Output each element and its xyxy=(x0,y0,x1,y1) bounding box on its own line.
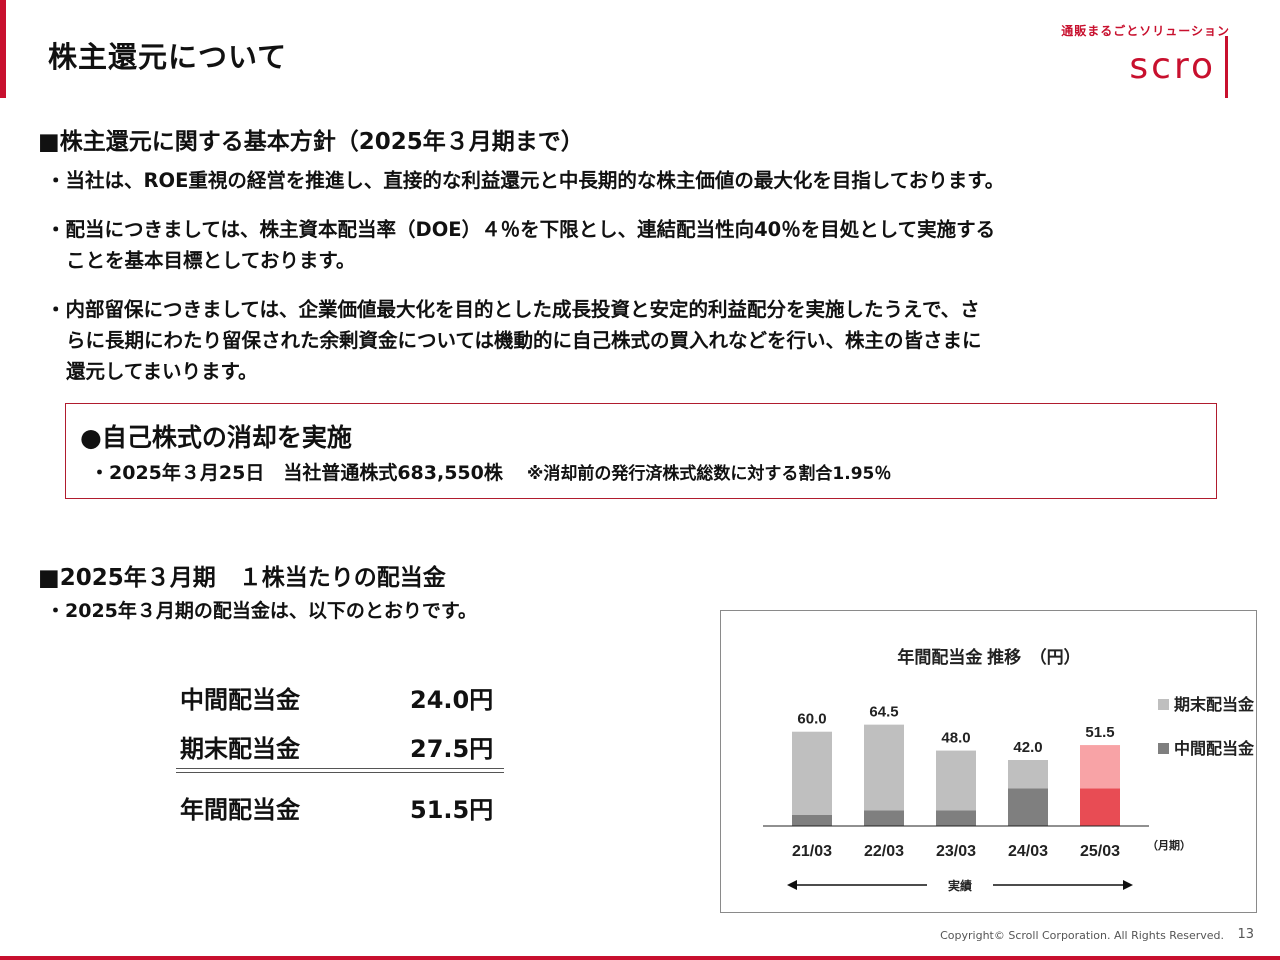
bar-total-label: 48.0 xyxy=(941,730,970,747)
x-tick-label: 22/03 xyxy=(864,843,904,860)
dividend-value: 27.5円 xyxy=(410,735,494,763)
x-tick-label: 21/03 xyxy=(792,843,832,860)
x-tick-label: 24/03 xyxy=(1008,843,1048,860)
legend-swatch-year-end xyxy=(1158,699,1169,710)
company-logo: 通販まるごとソリューション scro xyxy=(1050,20,1250,100)
arrow-right-head xyxy=(1123,880,1133,890)
bar-interim-25-03 xyxy=(1080,788,1120,826)
bullet-line: ・配当につきましては、株主資本配当率（DOE）４％を下限とし、連結配当性向40％… xyxy=(46,218,996,241)
dividend-row-annual: 年間配当金 51.5円 xyxy=(180,790,493,825)
dividend-label: 年間配当金 xyxy=(180,796,300,824)
page-title: 株主還元について xyxy=(48,40,288,74)
bar-interim-23-03 xyxy=(936,810,976,826)
x-tick-label: 25/03 xyxy=(1080,843,1120,860)
dividend-value: 24.0円 xyxy=(410,686,494,714)
bar-year-end-22-03 xyxy=(864,724,904,811)
bullet-line: ・当社は、ROE重視の経営を推進し、直接的な利益還元と中長期的な株主価値の最大化… xyxy=(46,169,1005,192)
notice-detail-text: ・2025年３月25日 当社普通株式683,550株 xyxy=(90,462,503,484)
bar-year-end-25-03 xyxy=(1080,745,1120,789)
bar-total-label: 60.0 xyxy=(797,711,826,728)
legend-label-interim: 中間配当金 xyxy=(1174,739,1255,758)
total-divider xyxy=(176,768,504,773)
logo-tagline: 通販まるごとソリューション xyxy=(1061,24,1230,38)
dividend-row-interim: 中間配当金 24.0円 xyxy=(180,680,493,715)
policy-bullet-retained-earnings: ・内部留保につきましては、企業価値最大化を目的とした成長投資と安定的利益配分を実… xyxy=(46,294,982,387)
x-unit-label: （月期） xyxy=(1147,838,1191,852)
bullet-line-continued: ことを基本目標としております。 xyxy=(66,249,356,272)
arrow-left-head xyxy=(787,880,797,890)
bar-year-end-23-03 xyxy=(936,750,976,811)
copyright: Copyright© Scroll Corporation. All Right… xyxy=(940,929,1224,942)
footer-bar xyxy=(0,956,1280,960)
chart-title: 年間配当金 推移 （円） xyxy=(897,647,1080,667)
chart-svg: 年間配当金 推移 （円） 60.0 21/03 64.5 22/03 48.0 23/03 4… xyxy=(763,647,1255,893)
bar-year-end-21-03 xyxy=(792,731,832,815)
bar-interim-24-03 xyxy=(1008,788,1048,826)
page-number: 13 xyxy=(1237,927,1254,942)
notice-title: ●自己株式の消却を実施 xyxy=(80,423,352,452)
bar-total-label: 42.0 xyxy=(1013,739,1042,756)
x-tick-label: 23/03 xyxy=(936,843,976,860)
arrow-label: 実績 xyxy=(948,878,972,893)
logo-wordmark: scro xyxy=(1129,46,1216,87)
bullet-line-continued: 還元してまいります。 xyxy=(66,360,258,383)
bullet-line-continued: らに長期にわたり留保された余剰資金については機動的に自己株式の買入れなどを行い、… xyxy=(66,329,982,352)
notice-note: ※消却前の発行済株式総数に対する割合1.95％ xyxy=(526,464,892,484)
dividend-row-year-end: 期末配当金 27.5円 xyxy=(180,729,493,764)
bar-interim-22-03 xyxy=(864,810,904,826)
logo-l-stroke xyxy=(1225,36,1228,98)
policy-bullet-roe: ・当社は、ROE重視の経営を推進し、直接的な利益還元と中長期的な株主価値の最大化… xyxy=(46,165,1004,196)
notice-detail: ・2025年３月25日 当社普通株式683,550株 ※消却前の発行済株式総数に対… xyxy=(90,458,891,485)
dividend-intro: ・2025年３月期の配当金は、以下のとおりです。 xyxy=(46,600,477,622)
legend-label-year-end: 期末配当金 xyxy=(1174,695,1255,714)
legend-swatch-interim xyxy=(1158,743,1169,754)
accent-bar xyxy=(0,0,6,98)
policy-heading: ■株主還元に関する基本方針（2025年３月期まで） xyxy=(38,129,584,155)
dividend-label: 期末配当金 xyxy=(180,735,300,763)
share-cancellation-notice: ●自己株式の消却を実施 ・2025年３月25日 当社普通株式683,550株 ※消… xyxy=(65,403,1217,499)
policy-bullet-dividend: ・配当につきましては、株主資本配当率（DOE）４％を下限とし、連結配当性向40％… xyxy=(46,214,995,276)
bar-year-end-24-03 xyxy=(1008,760,1048,789)
dividend-trend-chart: 年間配当金 推移 （円） 60.0 21/03 64.5 22/03 48.0 23/03 4… xyxy=(720,610,1257,913)
dividend-heading: ■2025年３月期 １株当たりの配当金 xyxy=(38,565,446,591)
dividend-label: 中間配当金 xyxy=(180,686,300,714)
bar-total-label: 64.5 xyxy=(869,704,898,721)
bar-total-label: 51.5 xyxy=(1085,724,1114,741)
dividend-value: 51.5円 xyxy=(410,796,494,824)
bullet-line: ・内部留保につきましては、企業価値最大化を目的とした成長投資と安定的利益配分を実… xyxy=(46,298,980,321)
bar-interim-21-03 xyxy=(792,815,832,826)
